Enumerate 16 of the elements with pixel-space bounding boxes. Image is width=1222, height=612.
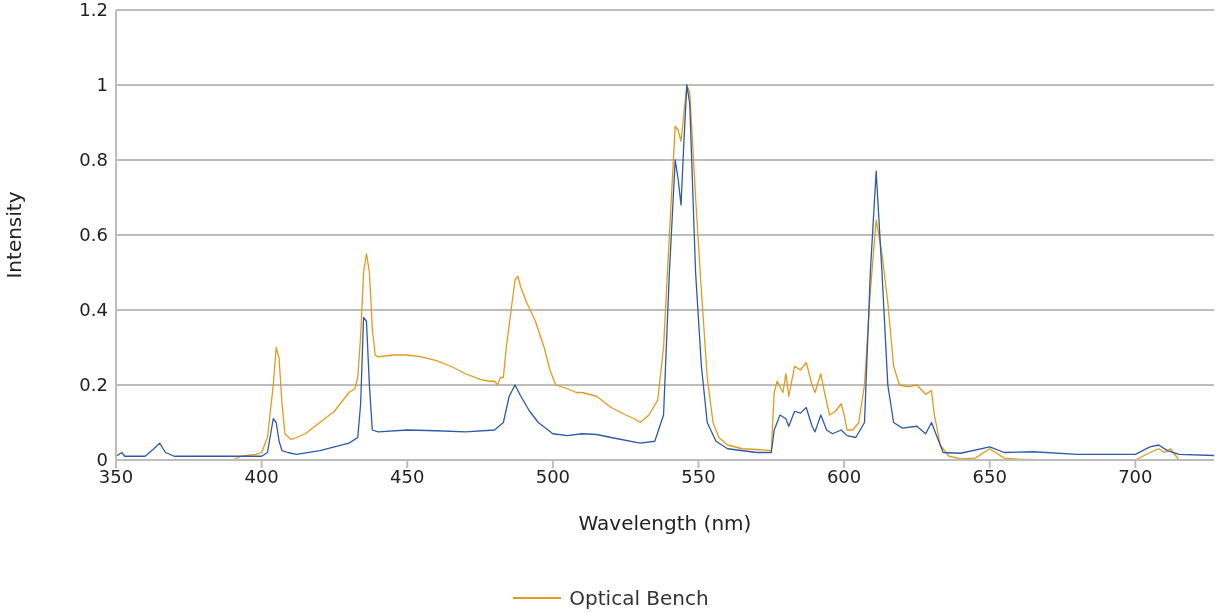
x-tick-label: 550: [681, 465, 716, 487]
x-tick-label: 600: [826, 465, 862, 487]
y-tick-label: 0.8: [79, 149, 108, 171]
y-axis-title: Intensity: [2, 191, 27, 279]
y-tick-label: 0.2: [79, 374, 108, 396]
y-tick-label: 1.2: [79, 0, 108, 21]
legend-label: Optical Bench: [569, 586, 709, 610]
x-tick-label: 400: [244, 465, 279, 487]
x-tick-label: 650: [972, 465, 1007, 487]
y-tick-label: 1: [96, 74, 108, 96]
x-tick-label: 500: [535, 465, 571, 487]
x-tick-label: 450: [390, 465, 425, 487]
y-tick-label: 0.4: [79, 299, 108, 321]
y-tick-label: 0.6: [79, 224, 108, 246]
x-axis-title: Wavelength (nm): [578, 511, 752, 535]
x-tick-label: 700: [1118, 465, 1153, 487]
